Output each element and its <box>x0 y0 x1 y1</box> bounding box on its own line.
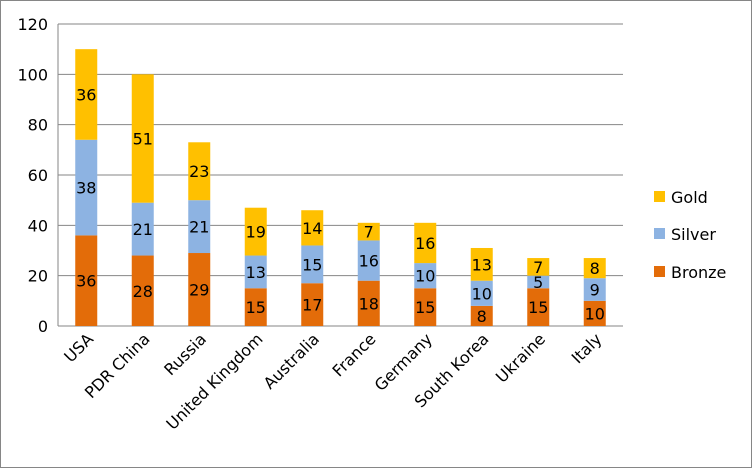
data-label-bronze: 10 <box>585 304 605 323</box>
bar-silver <box>301 245 324 284</box>
legend-label-bronze: Bronze <box>671 263 726 282</box>
bar-gold <box>131 74 154 203</box>
bar-gold <box>188 142 211 201</box>
bar-gold <box>470 247 493 281</box>
bar-gold <box>357 222 380 241</box>
bar-gold <box>301 210 324 246</box>
y-tick-label: 60 <box>28 166 48 185</box>
bar-bronze <box>188 253 211 326</box>
y-tick-label: 40 <box>28 216 48 235</box>
legend-swatch-silver <box>654 228 665 239</box>
bar-bronze <box>357 280 380 326</box>
data-label-bronze: 8 <box>477 307 487 326</box>
y-tick-label: 100 <box>17 65 48 84</box>
bar-bronze <box>301 283 324 326</box>
y-tick-label: 80 <box>28 116 48 135</box>
data-label-gold: 51 <box>133 130 153 149</box>
data-label-silver: 21 <box>189 218 209 237</box>
bar-gold <box>414 222 437 264</box>
bar-gold <box>75 49 98 140</box>
legend-swatch-gold <box>654 191 665 202</box>
x-tick-label: Russia <box>160 329 210 379</box>
data-label-bronze: 18 <box>359 294 379 313</box>
bar-silver <box>414 263 437 289</box>
x-tick-label: Italy <box>568 329 606 367</box>
data-label-bronze: 15 <box>246 298 266 317</box>
bar-silver <box>527 275 550 289</box>
bar-bronze <box>131 255 154 326</box>
x-tick-label: USA <box>60 329 97 366</box>
data-label-gold: 13 <box>472 255 492 274</box>
bar-silver <box>357 240 380 281</box>
data-label-bronze: 36 <box>76 272 96 291</box>
bar-silver <box>583 278 606 301</box>
bar-gold <box>527 258 550 276</box>
data-label-gold: 23 <box>189 162 209 181</box>
legend-swatch-bronze <box>654 266 665 277</box>
x-tick-label: France <box>329 329 380 380</box>
data-label-silver: 16 <box>359 252 379 271</box>
bar-silver <box>244 255 267 289</box>
data-label-silver: 5 <box>533 273 543 292</box>
data-label-silver: 38 <box>76 179 96 198</box>
data-label-silver: 21 <box>133 220 153 239</box>
bar-bronze <box>527 288 550 326</box>
x-tick-label: United Kingdom <box>162 329 266 433</box>
data-label-gold: 7 <box>364 223 374 242</box>
data-label-gold: 36 <box>76 85 96 104</box>
legend-label-gold: Gold <box>671 188 708 207</box>
data-label-bronze: 29 <box>189 281 209 300</box>
y-tick-label: 120 <box>17 15 48 34</box>
x-tick-label: Australia <box>260 329 323 392</box>
bar-gold <box>244 207 267 256</box>
data-label-bronze: 28 <box>133 282 153 301</box>
bar-silver <box>470 280 493 306</box>
bar-bronze <box>583 300 606 326</box>
data-label-bronze: 17 <box>302 296 322 315</box>
data-label-gold: 19 <box>246 223 266 242</box>
data-label-gold: 16 <box>415 234 435 253</box>
legend-label-silver: Silver <box>671 225 716 244</box>
bar-bronze <box>244 288 267 326</box>
bar-silver <box>75 139 98 236</box>
data-label-silver: 10 <box>472 284 492 303</box>
data-label-gold: 8 <box>590 259 600 278</box>
x-tick-label: Ukraine <box>492 329 549 386</box>
data-label-silver: 10 <box>415 267 435 286</box>
data-label-gold: 7 <box>533 258 543 277</box>
data-label-silver: 15 <box>302 255 322 274</box>
data-label-silver: 9 <box>590 281 600 300</box>
data-label-gold: 14 <box>302 219 322 238</box>
bar-silver <box>131 202 154 256</box>
data-label-silver: 13 <box>246 263 266 282</box>
bar-silver <box>188 200 211 254</box>
data-label-bronze: 15 <box>415 298 435 317</box>
data-label-bronze: 15 <box>528 298 548 317</box>
y-tick-label: 20 <box>28 267 48 286</box>
bar-bronze <box>75 235 98 326</box>
bar-bronze <box>414 288 437 326</box>
bar-bronze <box>470 305 493 326</box>
y-tick-label: 0 <box>38 317 48 336</box>
bar-gold <box>583 258 606 279</box>
